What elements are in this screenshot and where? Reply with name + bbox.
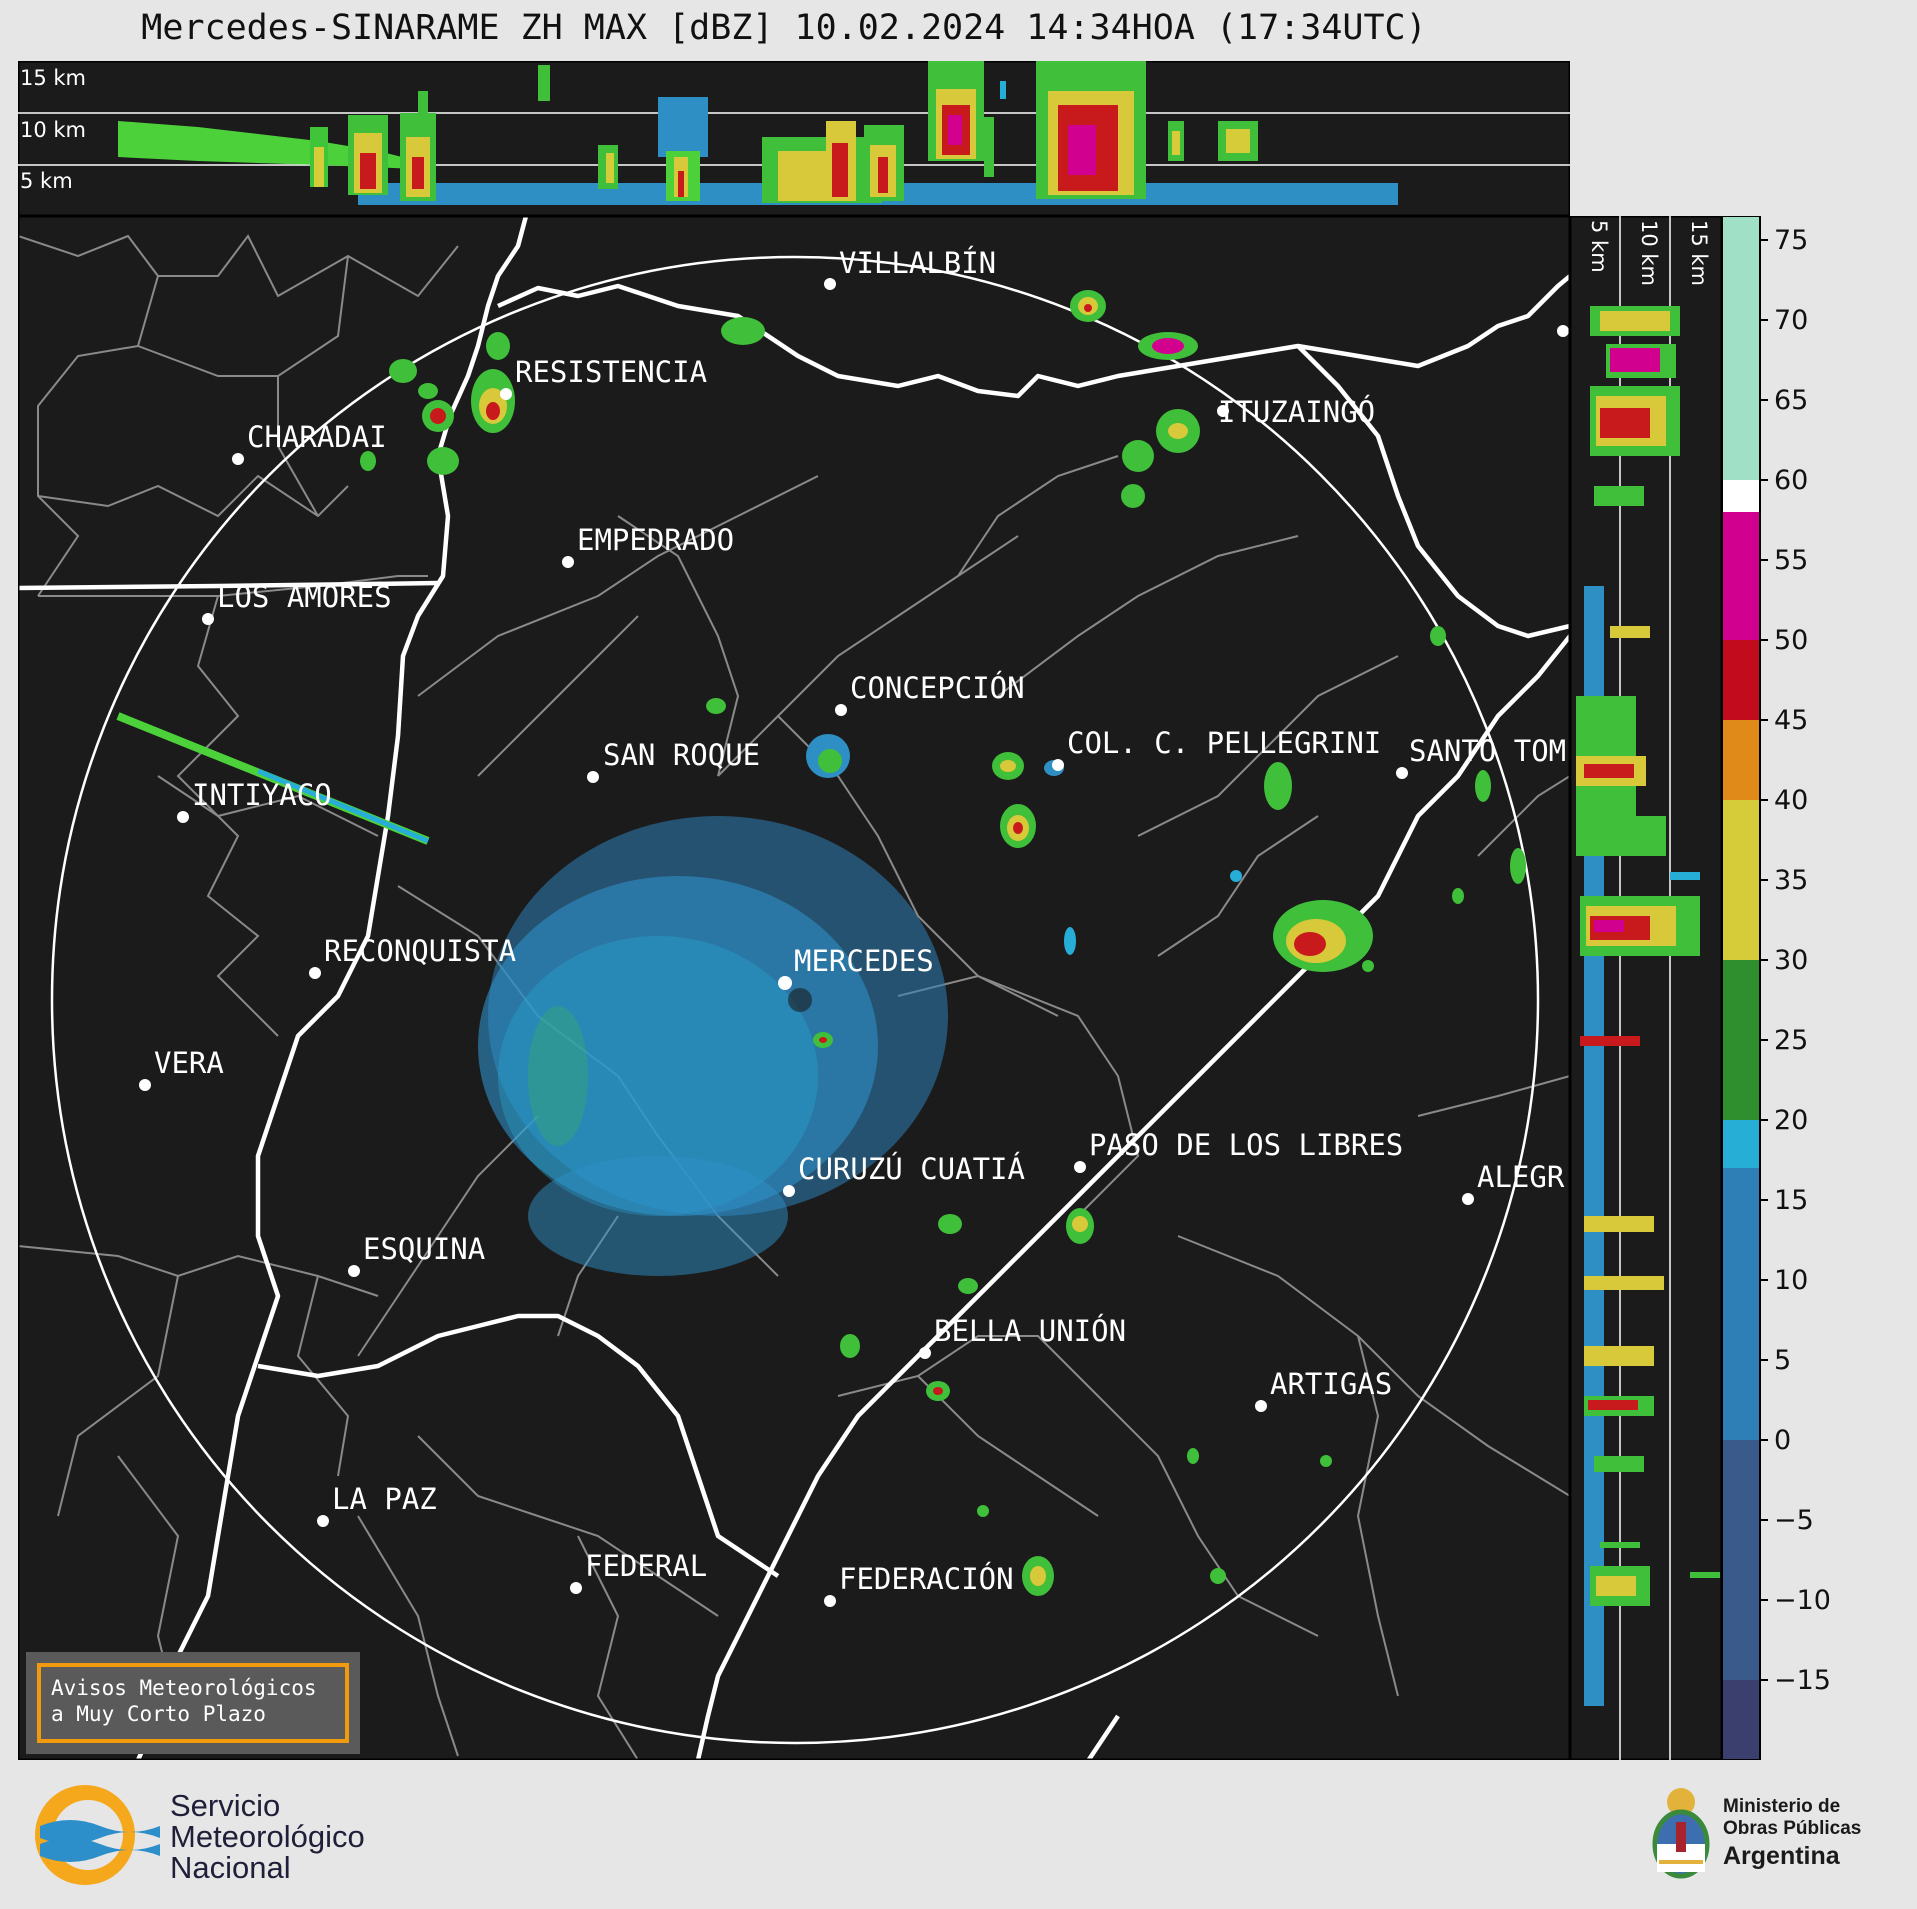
city-label-paso-de-los-libres: PASO DE LOS LIBRES xyxy=(1089,1128,1403,1162)
city-label-alegrete: ALEGR xyxy=(1477,1160,1565,1194)
city-label-vera: VERA xyxy=(154,1046,224,1080)
colorbar-tick-label: 0 xyxy=(1774,1425,1791,1456)
radar-clutter xyxy=(478,816,948,1276)
colorbar-band-7 xyxy=(1722,640,1760,720)
city-label-intiyaco: INTIYACO xyxy=(192,778,332,812)
colorbar-tick-label: 5 xyxy=(1774,1345,1791,1376)
range-ring xyxy=(50,255,1540,1745)
colorbar-band-6 xyxy=(1722,720,1760,800)
city-label-san-roque: SAN ROQUE xyxy=(603,738,760,772)
city-label-federacion: FEDERACIÓN xyxy=(839,1562,1014,1596)
right-echo-profile xyxy=(1576,306,1720,1706)
top-cross-section-panel: 15 km 10 km 5 km xyxy=(18,61,1570,216)
colorbar-tick-label: 20 xyxy=(1774,1105,1808,1136)
ministerio-line-3: Argentina xyxy=(1723,1842,1840,1870)
colorbar-tick-label: 65 xyxy=(1774,385,1808,416)
top-echo-profile xyxy=(118,61,1398,205)
colorbar-band-3 xyxy=(1722,1120,1760,1168)
city-label-la-paz: LA PAZ xyxy=(332,1482,437,1516)
colorbar-tick-label: 50 xyxy=(1774,625,1808,656)
precipitation-cells xyxy=(116,290,1526,1596)
ministerio-line-1: Ministerio de xyxy=(1723,1796,1841,1817)
colorbar-band-9 xyxy=(1722,480,1760,512)
top-height-label-15: 15 km xyxy=(20,66,86,90)
colorbar-band-5 xyxy=(1722,800,1760,960)
aviso-box[interactable]: Avisos Meteorológicos a Muy Corto Plazo xyxy=(26,1652,360,1754)
colorbar-band-10 xyxy=(1722,216,1760,480)
right-height-label-10: 10 km xyxy=(1637,220,1661,286)
city-label-mercedes: MERCEDES xyxy=(794,944,934,978)
city-label-villalbin: VILLALBÍN xyxy=(839,246,996,280)
city-label-charadai: CHARADAI xyxy=(247,420,387,454)
colorbar-band-4 xyxy=(1722,960,1760,1120)
colorbar-tick-label: 30 xyxy=(1774,945,1808,976)
smn-logo-line-1: Servicio xyxy=(170,1788,281,1823)
city-label-empedrado: EMPEDRADO xyxy=(577,523,734,557)
aviso-line-2: a Muy Corto Plazo xyxy=(51,1702,266,1726)
smn-logo: Servicio Meteorológico Nacional xyxy=(30,1778,430,1893)
colorbar-tick-label: 35 xyxy=(1774,865,1808,896)
city-label-los-amores: LOS AMORES xyxy=(217,580,392,614)
colorbar: 75 70 65 60 55 50 45 40 35 30 25 20 15 10 5 0 −5 −10 −15 xyxy=(1722,216,1917,1760)
smn-logo-line-3: Nacional xyxy=(170,1850,291,1885)
colorbar-band-1 xyxy=(1722,1440,1760,1680)
colorbar-tick-label: 55 xyxy=(1774,545,1808,576)
colorbar-tick-label: 40 xyxy=(1774,785,1808,816)
colorbar-tick-label: 60 xyxy=(1774,465,1808,496)
city-label-reconquista: RECONQUISTA xyxy=(324,934,516,968)
city-labels: VILLALBÍN RESISTENCIA CHARADAI ITUZAINGÓ… xyxy=(154,246,1566,1596)
colorbar-band-0 xyxy=(1722,1680,1760,1760)
colorbar-tick-label: 25 xyxy=(1774,1025,1808,1056)
aviso-line-1: Avisos Meteorológicos xyxy=(51,1676,317,1700)
colorbar-band-8 xyxy=(1722,512,1760,640)
ministerio-line-2: Obras Públicas xyxy=(1723,1818,1862,1839)
top-height-label-10: 10 km xyxy=(20,118,86,142)
colorbar-band-2 xyxy=(1722,1168,1760,1440)
smn-logo-icon xyxy=(35,1785,160,1885)
city-label-artigas: ARTIGAS xyxy=(1270,1367,1392,1401)
rivers-and-borders xyxy=(18,216,1570,1760)
ministerio-logo: Ministerio de Obras Públicas Argentina xyxy=(1645,1782,1915,1892)
colorbar-tick-label: −5 xyxy=(1774,1505,1814,1536)
city-label-curuzu-cuatia: CURUZÚ CUATIÁ xyxy=(798,1152,1025,1186)
city-label-bella-union: BELLA UNIÓN xyxy=(934,1314,1126,1348)
colorbar-tick-label: 70 xyxy=(1774,305,1808,336)
colorbar-tick-label: 15 xyxy=(1774,1185,1808,1216)
city-label-concepcion: CONCEPCIÓN xyxy=(850,671,1025,705)
city-label-col-c-pellegrini: COL. C. PELLEGRINI xyxy=(1067,726,1381,760)
smn-logo-line-2: Meteorológico xyxy=(170,1819,365,1854)
city-label-resistencia: RESISTENCIA xyxy=(515,355,707,389)
city-label-ituzaingo: ITUZAINGÓ xyxy=(1218,395,1375,429)
city-label-santo-tome: SANTO TOM xyxy=(1409,734,1566,768)
colorbar-tick-label: −10 xyxy=(1774,1585,1831,1616)
right-cross-section-panel: 5 km 10 km 15 km xyxy=(1570,216,1722,1760)
top-height-label-5: 5 km xyxy=(20,169,73,193)
coat-of-arms-icon xyxy=(1652,1788,1710,1879)
right-height-label-5: 5 km xyxy=(1587,220,1611,273)
department-boundaries xyxy=(18,234,1570,1760)
colorbar-tick-label: 45 xyxy=(1774,705,1808,736)
chart-title: Mercedes-SINARAME ZH MAX [dBZ] 10.02.202… xyxy=(141,8,1427,48)
colorbar-tick-label: −15 xyxy=(1774,1665,1831,1696)
right-height-label-15: 15 km xyxy=(1687,220,1711,286)
city-label-federal: FEDERAL xyxy=(585,1549,707,1583)
colorbar-tick-label: 10 xyxy=(1774,1265,1808,1296)
city-label-esquina: ESQUINA xyxy=(363,1232,485,1266)
colorbar-tick-label: 75 xyxy=(1774,225,1808,256)
radar-map[interactable]: VILLALBÍN RESISTENCIA CHARADAI ITUZAINGÓ… xyxy=(18,216,1570,1760)
city-markers xyxy=(139,278,1569,1607)
colorbar-bands xyxy=(1722,216,1760,1760)
